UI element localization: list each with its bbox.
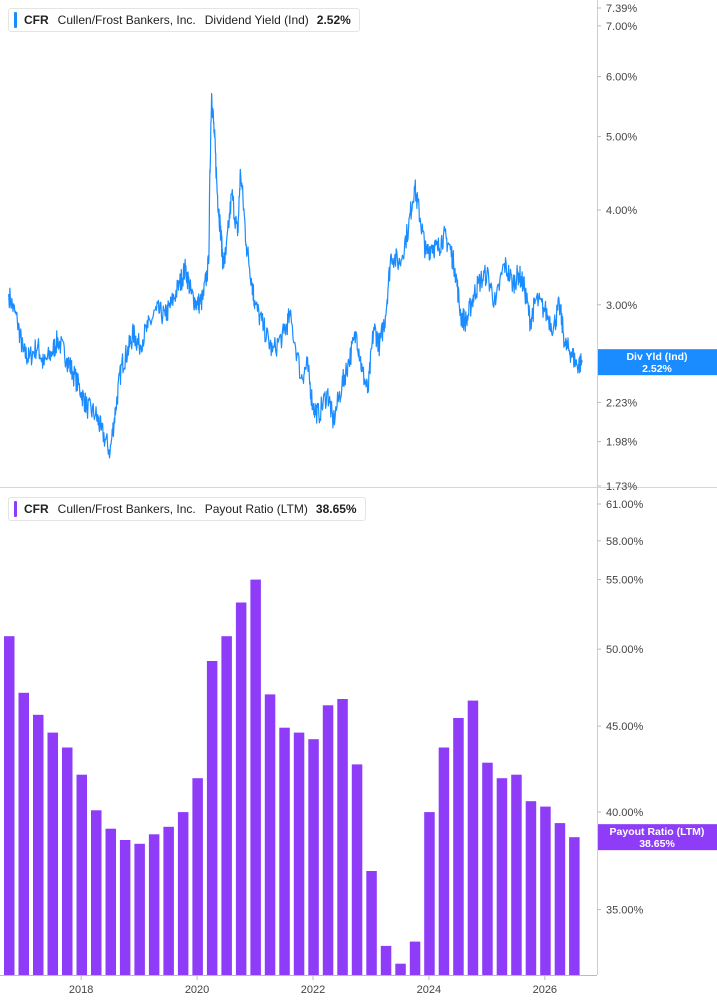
legend-metric: Dividend Yield (Ind) [204, 13, 309, 27]
dividend-yield-line [8, 92, 584, 459]
tag-background [598, 349, 717, 376]
dividend-yield-legend[interactable]: CFR Cullen/Frost Bankers, Inc. Dividend … [8, 8, 360, 32]
legend-metric: Payout Ratio (LTM) [204, 502, 308, 516]
tag-label: Payout Ratio (LTM) [610, 826, 705, 838]
payout-ratio-bar [293, 732, 305, 975]
payout-ratio-bar [76, 774, 87, 975]
series-swatch [14, 12, 17, 28]
y-tick-label: 7.39% [606, 3, 637, 15]
payout-ratio-bar [134, 843, 145, 975]
dividend-yield-value-tag: Div Yld (Ind)2.52% [598, 349, 717, 376]
payout-ratio-bar [569, 837, 580, 975]
tag-value: 2.52% [642, 363, 672, 375]
payout-ratio-bar [525, 801, 537, 975]
payout-ratio-bar [438, 747, 450, 975]
legend-ticker: CFR [24, 13, 49, 27]
payout-ratio-bar [540, 806, 551, 975]
payout-ratio-bar [351, 764, 363, 975]
payout-ratio-bar [250, 579, 261, 975]
x-tick-label: 2018 [69, 984, 93, 996]
payout-ratio-bar [467, 700, 479, 975]
payout-ratio-bar [409, 941, 421, 975]
payout-ratio-bar [482, 762, 493, 975]
y-tick-label: 5.00% [606, 132, 637, 144]
y-tick-label: 61.00% [606, 499, 644, 511]
payout-ratio-bar [235, 602, 247, 975]
payout-ratio-bar [554, 823, 566, 975]
y-tick-label: 1.73% [606, 481, 637, 493]
y-tick-label: 50.00% [606, 644, 644, 656]
payout-ratio-bar [424, 812, 435, 975]
payout-ratio-value-tag: Payout Ratio (LTM)38.65% [598, 824, 717, 851]
payout-ratio-bar [33, 714, 44, 975]
y-tick-label: 35.00% [606, 905, 644, 917]
legend-value: 2.52% [316, 13, 351, 27]
y-tick-label: 4.00% [606, 205, 637, 217]
payout-ratio-bar [279, 727, 290, 975]
x-tick-label: 2022 [301, 984, 325, 996]
y-tick-label: 40.00% [606, 807, 644, 819]
payout-ratio-bar [62, 747, 73, 975]
legend-value: 38.65% [315, 502, 357, 516]
payout-ratio-bar [366, 871, 377, 975]
payout-ratio-bar [177, 812, 189, 975]
payout-ratio-bar [322, 705, 334, 975]
legend-company-name: Cullen/Frost Bankers, Inc. [57, 13, 196, 27]
tag-value: 38.65% [639, 838, 675, 850]
payout-ratio-bar [453, 718, 464, 975]
payout-ratio-bar [264, 694, 276, 975]
legend-company-name: Cullen/Frost Bankers, Inc. [57, 502, 196, 516]
y-tick-label: 2.23% [606, 397, 637, 409]
payout-ratio-bar [380, 945, 392, 975]
payout-ratio-bar [395, 963, 406, 975]
series-swatch [14, 501, 17, 517]
y-tick-label: 58.00% [606, 536, 644, 548]
payout-ratio-bar [91, 810, 102, 975]
payout-ratio-bar [206, 661, 218, 975]
payout-ratio-bar [163, 826, 174, 975]
payout-ratio-bar [511, 774, 522, 975]
x-tick-label: 2020 [185, 984, 209, 996]
payout-ratio-bar [105, 828, 116, 975]
tag-label: Div Yld (Ind) [626, 351, 687, 363]
y-tick-label: 3.00% [606, 300, 637, 312]
tag-background [598, 824, 717, 851]
payout-ratio-bar [308, 739, 319, 975]
y-tick-label: 6.00% [606, 72, 637, 84]
payout-ratio-bar [47, 732, 58, 975]
payout-ratio-panel: Payout Ratio (LTM)38.65% [4, 579, 717, 975]
y-tick-label: 45.00% [606, 721, 644, 733]
payout-ratio-legend[interactable]: CFR Cullen/Frost Bankers, Inc. Payout Ra… [8, 497, 366, 521]
payout-ratio-bar [4, 636, 15, 975]
y-tick-label: 7.00% [606, 21, 637, 33]
payout-ratio-bar [192, 778, 203, 975]
legend-ticker: CFR [24, 502, 49, 516]
y-tick-label: 1.98% [606, 437, 637, 449]
payout-ratio-bar [337, 699, 348, 975]
x-tick-label: 2024 [417, 984, 441, 996]
payout-ratio-bar [119, 840, 131, 975]
dividend-yield-panel: Div Yld (Ind)2.52% [8, 92, 717, 459]
payout-ratio-bar [496, 778, 508, 975]
payout-ratio-bar [221, 636, 232, 975]
y-tick-label: 55.00% [606, 575, 644, 587]
x-tick-label: 2026 [533, 984, 557, 996]
payout-ratio-bar [148, 834, 160, 975]
payout-ratio-bar [18, 692, 29, 975]
